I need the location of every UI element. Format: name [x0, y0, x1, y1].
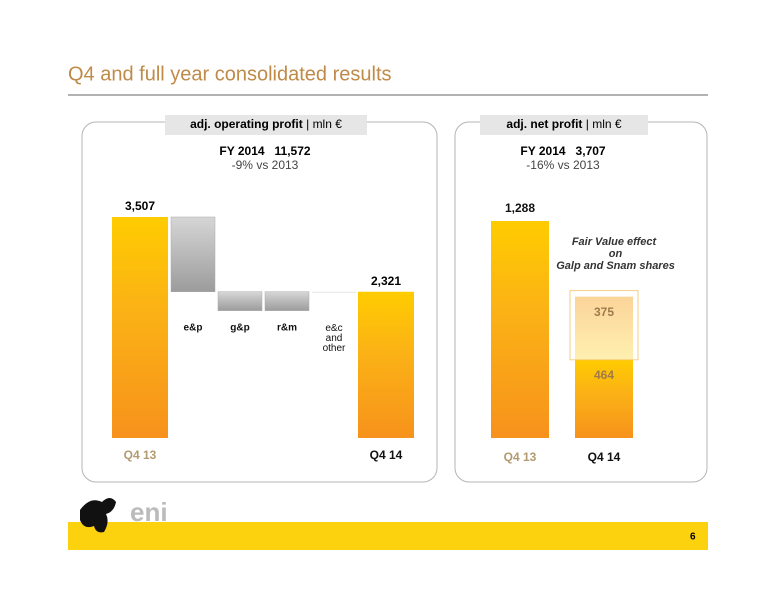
logo-text: eni	[130, 497, 168, 527]
category-label: Q4 14	[588, 450, 621, 464]
panel-header: adj. net profit | mln €	[506, 117, 621, 131]
bar-segment	[491, 221, 549, 438]
value-label: 2,321	[371, 274, 401, 288]
bar	[112, 217, 168, 438]
annotation: Fair Value effect on Galp and Snam share…	[553, 236, 675, 272]
value-label: 375	[594, 305, 614, 319]
panel-header: adj. operating profit | mln €	[190, 117, 342, 131]
bracket	[569, 290, 639, 361]
panel-tab	[480, 115, 648, 135]
value-label: 464	[594, 368, 614, 382]
delta-bar	[170, 216, 216, 292]
value-label: 3,507	[125, 199, 155, 213]
delta-bar	[312, 291, 356, 293]
footer-band	[68, 522, 708, 550]
category-label: r&m	[277, 323, 297, 334]
delta-bar	[264, 291, 310, 311]
category-label: e&c and other	[323, 323, 346, 354]
bar-segment	[575, 359, 633, 438]
value-label: 1,288	[505, 201, 535, 215]
note: -16% vs 2013	[526, 158, 600, 172]
subtitle: FY 2014 3,707	[520, 144, 606, 158]
page-title: Q4 and full year consolidated results	[68, 63, 392, 85]
unit: mln €	[592, 117, 622, 131]
category-label: e&p	[184, 323, 203, 334]
logo-dog	[80, 498, 116, 533]
category-label: g&p	[230, 323, 249, 334]
category-label: Q4 13	[504, 450, 537, 464]
unit: mln €	[313, 117, 343, 131]
bar-segment	[575, 296, 633, 360]
page-number: 6	[690, 532, 696, 543]
header: adj. net profit	[506, 117, 582, 131]
note: -9% vs 2013	[232, 158, 299, 172]
category-label: Q4 14	[370, 448, 403, 462]
bar	[358, 291, 414, 438]
delta-bar	[217, 291, 263, 311]
header: adj. operating profit	[190, 117, 303, 131]
panel-tab	[165, 115, 367, 135]
category-label: Q4 13	[124, 448, 157, 462]
subtitle: FY 2014 11,572	[219, 144, 311, 158]
